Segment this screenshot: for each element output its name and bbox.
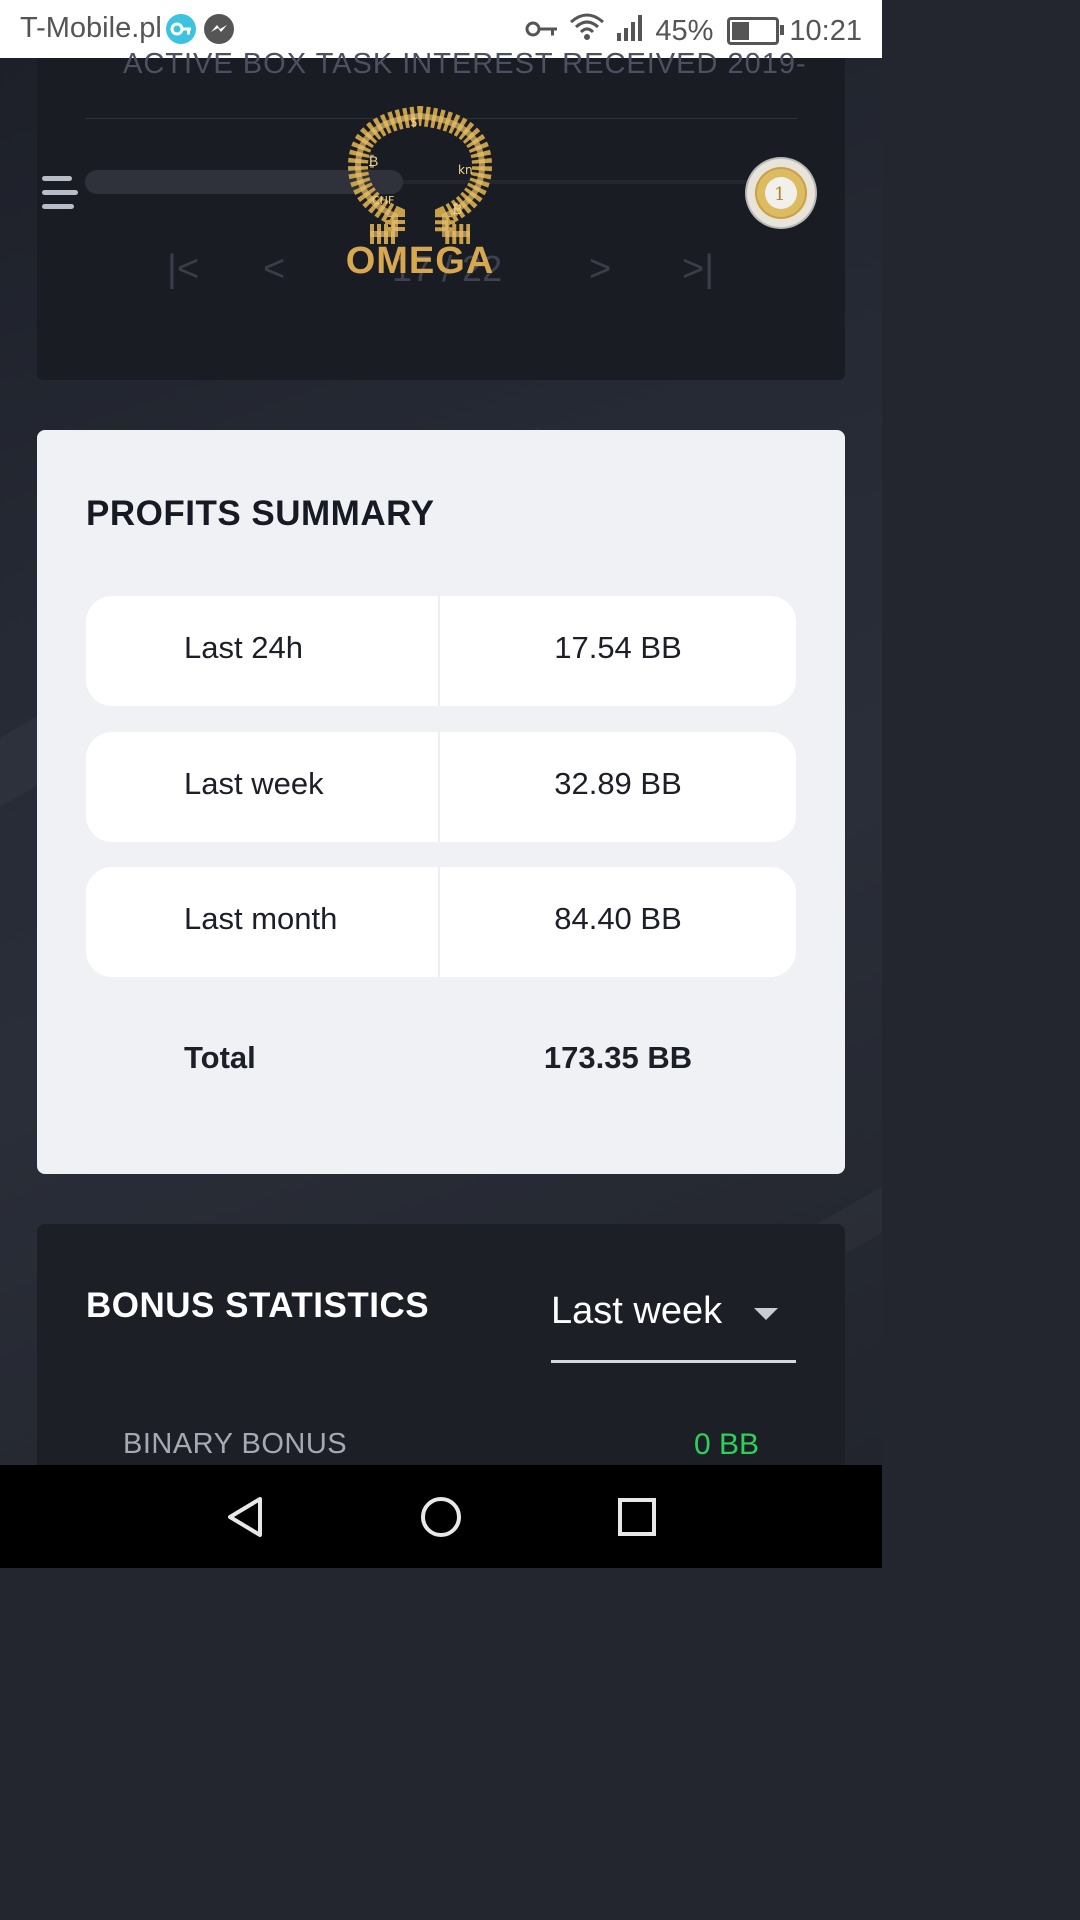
card-title: BONUS STATISTICS [86,1286,430,1325]
divider [438,732,440,842]
svg-text:$: $ [410,115,418,129]
active-box-interest-card: ACTIVE BOX TASK INTEREST RECEIVED 2019- … [37,48,845,380]
battery-percent: 45% [655,14,714,47]
period-dropdown[interactable]: Last week [551,1284,796,1363]
key-icon [525,15,559,48]
logo-text: OMEGA [345,240,495,282]
profits-summary-card: PROFITS SUMMARY Last 24h 17.54 BB Last w… [37,430,845,1174]
divider [438,867,440,977]
card-title: PROFITS SUMMARY [86,494,435,533]
pagination: |< < 17 / 22 > >| [157,248,737,308]
svg-text:1: 1 [774,184,785,205]
prev-page-button[interactable]: < [263,248,286,290]
clock: 10:21 [789,14,862,47]
bonus-item-value: 0 BB [693,1428,759,1461]
row-label: Last week [184,766,324,801]
chevron-down-icon [754,1308,778,1320]
vpn-app-icon [166,14,196,44]
next-page-button[interactable]: > [589,248,612,290]
row-value: 17.54 BB [554,630,682,665]
row-value: 32.89 BB [554,766,682,801]
profit-row-last-24h: Last 24h 17.54 BB [86,596,796,706]
battery-icon [727,17,785,45]
hamburger-menu-icon[interactable] [42,176,78,210]
messenger-icon [204,14,234,44]
bonus-statistics-card: BONUS STATISTICS Last week BINARY BONUS … [37,1224,845,1484]
svg-text:₿: ₿ [368,154,378,170]
row-label: Last month [184,901,338,936]
svg-text:CHF: CHF [372,194,394,207]
omega-logo[interactable]: ₿ kn $ ₿ CHF OMEGA [340,104,500,284]
battery-level [732,22,750,40]
svg-text:kn: kn [458,163,473,177]
status-bar: T-Mobile.pl 45% 10:21 [0,0,882,58]
last-page-button[interactable]: >| [682,248,715,290]
profit-row-last-month: Last month 84.40 BB [86,867,796,977]
recents-icon[interactable] [615,1495,659,1539]
faded-card-heading: ACTIVE BOX TASK INTEREST RECEIVED 2019- [123,48,807,80]
carrier-name: T-Mobile.pl [20,12,162,44]
profit-total-row: Total 173.35 BB [86,1036,796,1096]
page-info: 17 / 22 [392,248,503,289]
euro-coin-avatar[interactable]: 1 [744,156,818,230]
omega-symbol-icon: ₿ kn $ ₿ CHF [347,105,493,244]
status-icons: 45% 10:21 [525,12,862,50]
horizontal-scrollbar[interactable] [85,170,403,194]
first-page-button[interactable]: |< [167,248,200,290]
divider [438,596,440,706]
row-value: 84.40 BB [554,901,682,936]
profit-row-last-week: Last week 32.89 BB [86,732,796,842]
svg-text:₿: ₿ [452,202,462,218]
home-icon[interactable] [419,1495,463,1539]
total-label: Total [184,1040,256,1075]
back-icon[interactable] [224,1495,268,1539]
wifi-icon [569,12,605,50]
total-value: 173.35 BB [543,1040,693,1075]
system-navigation-bar [0,1465,882,1568]
bonus-item-label: BINARY BONUS [123,1428,348,1460]
period-selected-value: Last week [551,1290,723,1332]
signal-icon [615,13,645,49]
row-label: Last 24h [184,630,303,665]
horizontal-scroll-track [85,180,797,184]
